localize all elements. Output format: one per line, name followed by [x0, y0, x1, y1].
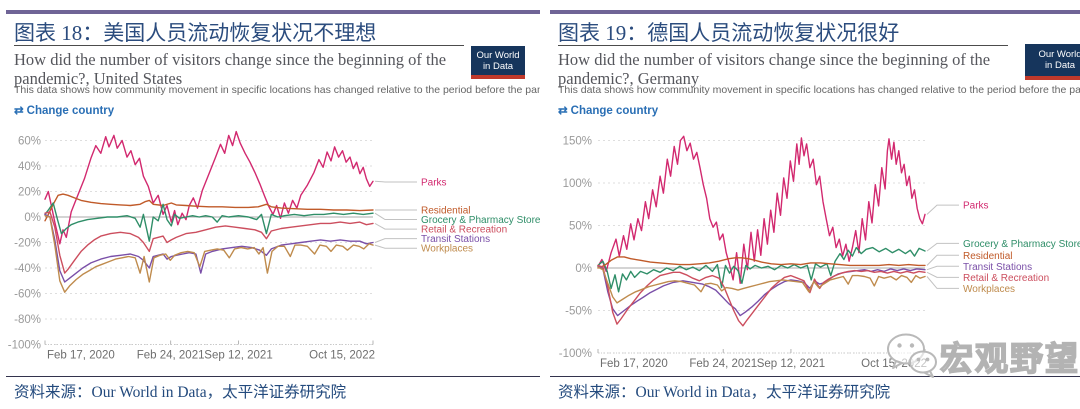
series-label-parks: Parks: [963, 201, 989, 212]
x-axis-tick-label: Feb 17, 2020: [47, 350, 115, 362]
y-axis-tick-label: -100%: [559, 348, 592, 360]
x-axis-tick-label: Feb 24, 2021: [689, 358, 757, 370]
owid-logo-text: Our World in Data: [1025, 44, 1080, 76]
us-mobility-chart: 60% 40% 20% 0% -20% -40% -60% -80% -100% Feb 17, …: [8, 130, 540, 362]
series-label-connector: [926, 265, 959, 271]
series-line-transit-stations: [44, 213, 374, 283]
source-divider: [6, 376, 540, 377]
owid-logo: Our World in Data: [471, 46, 525, 79]
series-label-grocery-pharmacy-stores: Grocery & Pharmacy Stores: [963, 239, 1080, 250]
series-line-residential: [44, 193, 374, 222]
series-label-workplaces: Workplaces: [421, 244, 473, 255]
chart-title-line1: How did the number of visitors change si…: [14, 50, 447, 69]
swap-arrows-icon: ⇄: [558, 105, 568, 117]
y-axis-tick-label: 60%: [18, 136, 41, 148]
change-country-label: Change country: [26, 105, 115, 117]
y-axis-tick-label: 150%: [563, 136, 592, 148]
caption-divider: [558, 45, 1008, 46]
series-label-residential: Residential: [421, 205, 470, 216]
x-axis-tick-label: Feb 17, 2020: [600, 358, 668, 370]
series-label-retail-recreation: Retail & Recreation: [963, 273, 1049, 284]
chart-title-line2: pandemic?, United States: [14, 69, 183, 88]
x-axis-tick-label: Sep 12, 2021: [757, 358, 825, 370]
change-country-button[interactable]: ⇄ Change country: [14, 103, 114, 117]
y-axis-tick-label: 50%: [569, 221, 592, 233]
y-axis-tick-label: 20%: [18, 187, 41, 199]
x-axis-tick-label: Oct 15, 2022: [861, 358, 927, 370]
series-label-parks: Parks: [421, 177, 447, 188]
series-line-workplaces: [597, 266, 926, 304]
series-label-transit-stations: Transit Stations: [963, 262, 1032, 273]
owid-logo-red-bar: [1025, 76, 1080, 80]
series-label-connector: [926, 271, 959, 278]
series-label-connector: [374, 238, 417, 243]
x-axis-tick-label: Sep 12, 2021: [204, 350, 272, 362]
x-axis-tick-label: Oct 15, 2022: [309, 350, 375, 362]
series-line-workplaces: [44, 214, 374, 293]
owid-logo-red-bar: [471, 75, 525, 79]
series-label-transit-stations: Transit Stations: [421, 234, 490, 245]
chart-subtitle: This data shows how community movement i…: [558, 84, 1080, 96]
figure-chart-19-germany: 150% 100% 50% 0% -50% -100% Feb 17, 2020 Feb 24…: [550, 8, 1080, 405]
x-axis-tick-label: Feb 24, 2021: [137, 350, 205, 362]
y-axis-tick-label: -100%: [8, 340, 41, 352]
source-note: 资料来源：Our World in Data，太平洋证券研究院: [558, 384, 891, 401]
series-line-residential: [597, 256, 926, 269]
series-line-parks: [597, 135, 926, 284]
change-country-label: Change country: [570, 105, 659, 117]
series-line-grocery-pharmacy-stores: [44, 202, 374, 242]
series-line-grocery-pharmacy-stores: [597, 246, 926, 293]
series-label-connector: [926, 254, 959, 266]
caption-divider: [14, 45, 464, 46]
owid-logo-text: Our World in Data: [471, 46, 525, 75]
germany-mobility-chart: 150% 100% 50% 0% -50% -100% Feb 17, 2020 Feb 24…: [559, 135, 1080, 371]
series-label-connector: [926, 276, 959, 289]
chart-title: How did the number of visitors change si…: [558, 50, 990, 88]
y-axis-tick-label: -20%: [14, 238, 41, 250]
swap-arrows-icon: ⇄: [14, 105, 24, 117]
y-axis-tick-label: 100%: [563, 178, 592, 190]
figure-caption: 图表 19：德国人员流动恢复状况很好: [558, 21, 900, 45]
y-axis-tick-label: -80%: [14, 314, 41, 326]
series-label-connector: [374, 180, 417, 183]
chart-subtitle: This data shows how community movement i…: [14, 84, 540, 96]
chart-title-line2: pandemic?, Germany: [558, 69, 700, 88]
figure-top-bar: [6, 10, 540, 14]
chart-title: How did the number of visitors change si…: [14, 50, 446, 88]
y-axis-tick-label: -40%: [14, 263, 41, 275]
change-country-button[interactable]: ⇄ Change country: [558, 103, 658, 117]
series-label-connector: [374, 212, 417, 221]
figure-chart-18-us: 60% 40% 20% 0% -20% -40% -60% -80% -100% Feb 17, …: [6, 8, 540, 405]
figure-top-bar: [550, 10, 1080, 14]
figure-caption: 图表 18：美国人员流动恢复状况不理想: [14, 21, 377, 45]
series-label-connector: [374, 244, 417, 249]
y-axis-tick-label: 40%: [18, 161, 41, 173]
chart-title-line1: How did the number of visitors change si…: [558, 50, 991, 69]
series-label-connector: [926, 242, 959, 252]
series-line-retail-recreation: [597, 264, 926, 327]
series-label-grocery-pharmacy-stores: Grocery & Pharmacy Stores: [421, 215, 540, 226]
series-label-residential: Residential: [963, 251, 1012, 262]
series-label-connector: [926, 204, 959, 215]
series-line-parks: [44, 130, 374, 245]
source-divider: [550, 376, 1080, 377]
y-axis-tick-label: 0%: [575, 263, 592, 275]
y-axis-tick-label: -60%: [14, 289, 41, 301]
y-axis-tick-label: 0%: [24, 212, 41, 224]
series-label-workplaces: Workplaces: [963, 284, 1015, 295]
series-label-connector: [374, 222, 417, 230]
owid-logo: Our World in Data: [1025, 44, 1080, 80]
series-line-retail-recreation: [44, 211, 374, 274]
source-note: 资料来源：Our World in Data，太平洋证券研究院: [14, 384, 347, 401]
y-axis-tick-label: -50%: [565, 306, 592, 318]
series-label-retail-recreation: Retail & Recreation: [421, 225, 507, 236]
